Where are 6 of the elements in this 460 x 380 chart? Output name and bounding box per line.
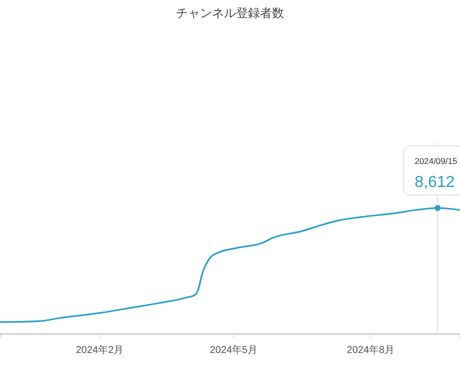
x-tick-label: 2024年5月	[210, 344, 258, 356]
x-tick-label: 2024年2月	[76, 344, 124, 356]
annotation: 8,612	[414, 174, 455, 191]
chart-title: チャンネル登録者数	[176, 6, 284, 20]
x-tick-label: 2024年8月	[346, 344, 395, 356]
text: 2024/09/15	[414, 156, 458, 166]
